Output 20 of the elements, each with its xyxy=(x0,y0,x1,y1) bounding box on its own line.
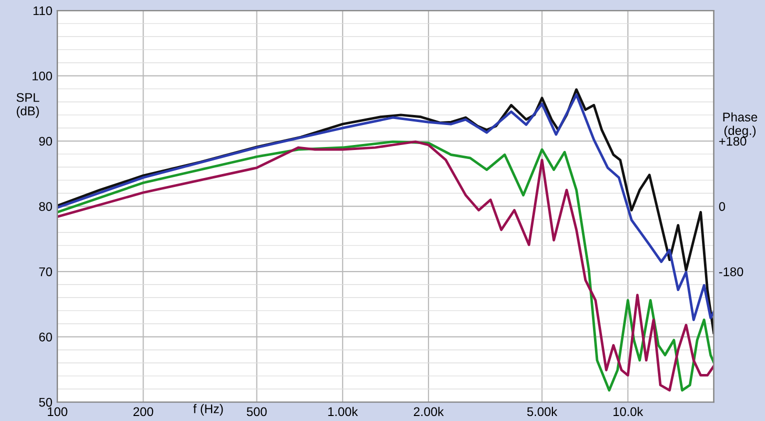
y-tick-label: 110 xyxy=(34,6,52,16)
y-tick-label: 90 xyxy=(39,136,52,146)
y2-tick-label: +180 xyxy=(719,136,746,146)
y-tick-label: 50 xyxy=(39,398,52,407)
x-tick-label: 10.0k xyxy=(614,406,644,416)
y-tick-label: 70 xyxy=(39,267,52,276)
x-axis-title: f (Hz) xyxy=(193,404,223,416)
y2-tick-label: -180 xyxy=(719,267,744,276)
x-tick-label: 5.00k xyxy=(527,406,558,416)
y2-axis-title: Phase (deg.) xyxy=(723,112,758,138)
x-tick-label: 500 xyxy=(246,407,267,416)
y2-tick-label: 0 xyxy=(719,202,726,211)
y-tick-label: 60 xyxy=(39,332,52,342)
x-tick-label: 1.00k xyxy=(328,406,358,416)
y-axis-title: SPL (dB) xyxy=(16,93,40,118)
y-tick-label: 100 xyxy=(32,72,52,80)
y-tick-label: 80 xyxy=(39,202,52,211)
x-tick-label: 200 xyxy=(133,407,154,416)
x-tick-label: 100 xyxy=(48,407,68,416)
x-tick-label: 2.00k xyxy=(414,406,444,416)
